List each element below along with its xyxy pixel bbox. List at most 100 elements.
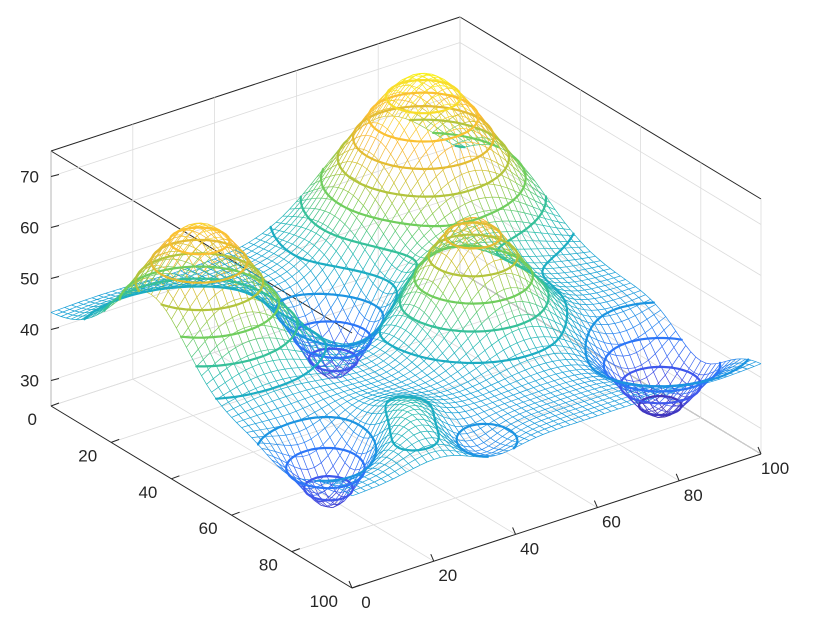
mesh-segment-x (437, 337, 445, 347)
mesh-segment-y (341, 397, 348, 402)
mesh-segment-y (201, 242, 208, 253)
mesh-segment-x (347, 303, 355, 319)
mesh-segment-x (273, 222, 282, 230)
mesh-segment-y (313, 388, 319, 395)
mesh-segment-x (522, 301, 530, 303)
mesh-segment-y (60, 316, 67, 319)
mesh-segment-x (502, 431, 510, 437)
mesh-segment-x (571, 270, 579, 273)
mesh-segment-x (450, 371, 458, 377)
mesh-segment-x (319, 198, 327, 210)
mesh-segment-x (353, 182, 361, 196)
mesh-segment-x (297, 442, 305, 445)
mesh-segment-x (546, 401, 554, 405)
mesh-segment-x (516, 182, 524, 188)
mesh-segment-y (314, 380, 321, 387)
mesh-segment-x (475, 449, 482, 452)
mesh-segment-y (341, 436, 347, 444)
mesh-segment-x (422, 265, 431, 279)
mesh-segment-x (108, 295, 116, 299)
mesh-segment-y (246, 401, 253, 410)
mesh-segment-x (475, 419, 483, 423)
mesh-segment-x (554, 234, 562, 236)
mesh-segment-x (397, 280, 406, 292)
grid-wall-z-right (459, 195, 762, 378)
mesh-segment-y (151, 294, 157, 299)
mesh-segment-x (246, 398, 254, 403)
mesh-segment-x (322, 436, 331, 445)
mesh-segment-y (337, 349, 344, 355)
mesh-segment-x (282, 377, 290, 380)
mesh-segment-x (439, 423, 447, 429)
mesh-segment-x (498, 335, 506, 341)
mesh-segment-x (430, 156, 439, 165)
mesh-segment-x (306, 387, 314, 391)
mesh-segment-x (513, 392, 521, 396)
mesh-segment-x (660, 356, 668, 365)
mesh-segment-y (327, 360, 333, 367)
mesh-segment-x (405, 282, 414, 295)
mesh-segment-y (420, 409, 427, 416)
mesh-segment-y (354, 378, 360, 383)
mesh-segment-y (294, 421, 300, 432)
mesh-segment-y (413, 395, 419, 398)
mesh-segment-y (440, 434, 447, 442)
mesh-segment-x (354, 376, 362, 379)
mesh-segment-y (250, 379, 256, 389)
mesh-segment-y (272, 401, 278, 409)
mesh-segment-x (431, 246, 439, 252)
mesh-segment-x (393, 416, 401, 426)
mesh-segment-x (269, 337, 277, 339)
mesh-segment-x (543, 368, 551, 372)
mesh-segment-x (298, 228, 307, 238)
mesh-segment-x (564, 364, 572, 367)
mesh-segment-y (332, 465, 339, 476)
mesh-segment-x (446, 428, 454, 433)
mesh-segment-x (309, 450, 317, 455)
mesh-segment-y (343, 421, 349, 428)
mesh-segment-x (224, 270, 231, 273)
mesh-segment-x (282, 208, 290, 217)
mesh-segment-x (456, 257, 464, 269)
mesh-segment-y (243, 382, 250, 392)
mesh-segment-x (454, 345, 462, 354)
mesh-segment-x (186, 338, 194, 348)
mesh-segment-x (521, 405, 529, 409)
mesh-segment-x (591, 266, 599, 269)
mesh-segment-x (337, 174, 346, 188)
mesh-segment-x (277, 313, 285, 325)
mesh-segment-x (517, 211, 525, 214)
mesh-segment-x (754, 363, 762, 367)
mesh-segment-x (249, 338, 257, 342)
mesh-segment-x (249, 253, 258, 258)
mesh-segment-x (386, 388, 394, 392)
mesh-segment-x (470, 414, 478, 418)
mesh-segment-y (447, 439, 454, 445)
mesh-segment-x (443, 99, 452, 108)
mesh-segment-y (76, 306, 82, 309)
mesh-segment-x (363, 192, 371, 206)
mesh-segment-y (231, 417, 237, 423)
mesh-segment-x (521, 193, 529, 198)
mesh-segment-x (364, 302, 372, 319)
mesh-segment-y (198, 283, 204, 286)
mesh-segment-x (563, 424, 571, 428)
mesh-segment-y (379, 462, 385, 466)
mesh-segment-x (204, 229, 212, 235)
mesh-segment-y (278, 463, 284, 470)
mesh-segment-x (340, 246, 349, 258)
mesh-segment-x (383, 153, 392, 168)
mesh-segment-x (505, 198, 513, 201)
mesh-segment-x (489, 354, 497, 360)
mesh-segment-y (99, 306, 105, 311)
mesh-segment-x (94, 300, 103, 304)
mesh-segment-x (442, 383, 450, 388)
mesh-segment-x (437, 273, 446, 288)
mesh-segment-x (255, 337, 263, 340)
mesh-segment-y (347, 380, 353, 385)
mesh-segment-x (390, 409, 398, 420)
mesh-segment-x (490, 405, 498, 410)
mesh-segment-x (394, 467, 402, 472)
mesh-segment-x (298, 315, 306, 319)
